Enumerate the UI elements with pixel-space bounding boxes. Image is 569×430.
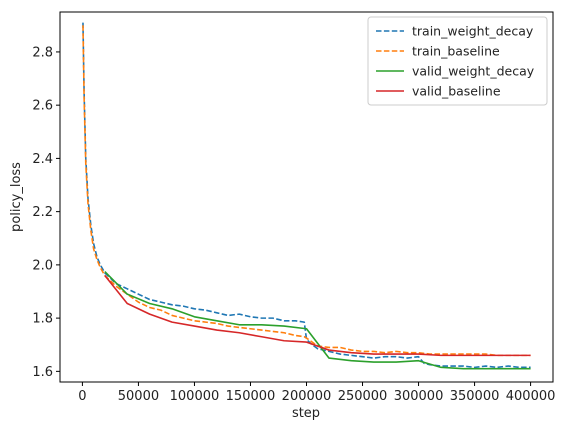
y-tick-label: 2.4: [32, 152, 53, 167]
x-tick-label: 100000: [170, 389, 220, 404]
y-tick-label: 2.0: [32, 258, 53, 273]
y-tick-label: 1.6: [32, 365, 53, 380]
x-tick-label: 150000: [226, 389, 276, 404]
y-tick-label: 2.2: [32, 205, 53, 220]
series-layer: [82, 22, 531, 370]
x-axis-title: step: [292, 406, 320, 421]
x-tick-label: 250000: [338, 389, 388, 404]
x-tick-label: 200000: [282, 389, 332, 404]
x-tick-label: 50000: [118, 389, 159, 404]
legend-box: [367, 16, 548, 106]
y-axis: 1.6 1.8 2.0 2.2 2.4 2.6 2.8: [32, 45, 60, 380]
y-tick-label: 1.8: [32, 312, 53, 327]
x-tick-label: 0: [78, 389, 86, 404]
series-line-valid-weight-decay: [104, 270, 531, 370]
x-axis: 0 50000 100000 150000 200000 250000 300000 3500…: [78, 382, 555, 404]
x-tick-label: 350000: [450, 389, 500, 404]
y-tick-label: 2.6: [32, 99, 53, 114]
legend-label-valid-weight-decay: valid_weight_decay: [412, 64, 535, 79]
series-line-valid-baseline: [104, 275, 531, 357]
legend-label-train-baseline: train_baseline: [412, 44, 500, 59]
legend: train_weight_decay train_baseline valid_we…: [367, 16, 548, 106]
y-axis-title: policy_loss: [9, 162, 24, 232]
x-tick-label: 300000: [394, 389, 444, 404]
y-tick-label: 2.8: [32, 45, 53, 60]
x-tick-label: 400000: [506, 389, 556, 404]
legend-label-train-weight-decay: train_weight_decay: [412, 24, 534, 39]
legend-label-valid-baseline: valid_baseline: [412, 84, 501, 99]
